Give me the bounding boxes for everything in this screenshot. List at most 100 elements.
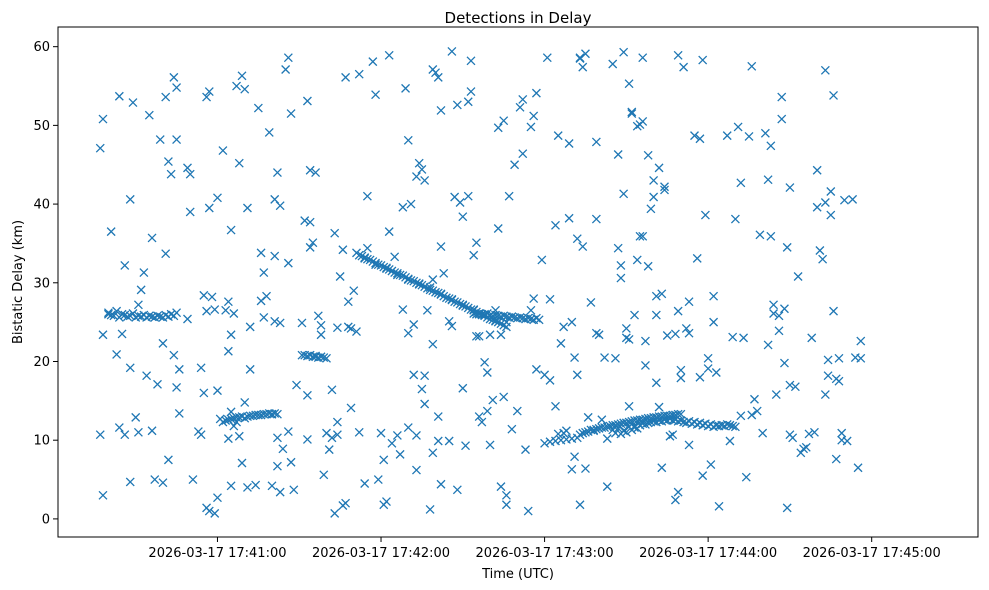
detection-point <box>638 231 648 241</box>
detection-point <box>820 65 830 75</box>
detection-point <box>455 198 465 207</box>
detection-point <box>856 353 866 363</box>
detection-point <box>242 482 252 492</box>
detection-point <box>591 424 601 434</box>
detection-point <box>545 375 555 385</box>
detection-point <box>564 139 574 148</box>
detection-point <box>313 311 323 321</box>
detection-point <box>428 448 438 458</box>
detection-point <box>188 475 198 485</box>
detection-point <box>842 436 852 446</box>
detection-point <box>106 310 116 320</box>
detection-point <box>496 330 506 340</box>
detection-point <box>392 268 402 278</box>
detection-point <box>120 261 130 270</box>
detection-point <box>739 333 749 343</box>
detection-point <box>804 429 814 439</box>
plot-background <box>58 27 978 537</box>
detection-point <box>354 427 364 437</box>
detection-point <box>551 220 560 230</box>
detection-point <box>613 243 623 253</box>
detection-point <box>441 293 451 303</box>
detection-point <box>736 411 746 421</box>
detection-point <box>602 482 612 492</box>
detection-point <box>474 412 484 422</box>
detection-point <box>458 383 468 393</box>
detection-point <box>155 135 165 145</box>
y-tick-label: 50 <box>33 119 50 134</box>
detection-point <box>578 242 588 252</box>
detection-point <box>172 83 182 93</box>
detection-point <box>561 426 571 436</box>
detection-point <box>747 410 757 420</box>
detection-point <box>403 328 413 338</box>
y-tick-label: 60 <box>33 40 50 55</box>
detection-point <box>406 275 416 285</box>
detection-point <box>226 481 236 491</box>
detection-point <box>161 92 171 102</box>
detection-point <box>207 292 217 302</box>
detection-point <box>234 158 244 168</box>
detection-point <box>616 261 626 270</box>
detection-point <box>125 194 135 204</box>
detection-point <box>670 495 680 505</box>
detection-point <box>196 363 206 373</box>
detection-point <box>422 305 432 315</box>
detection-point <box>613 423 623 433</box>
detection-point <box>147 233 157 243</box>
detection-point <box>403 135 413 145</box>
detection-point <box>779 358 789 368</box>
detection-point <box>411 431 421 440</box>
detection-point <box>785 380 795 390</box>
detection-point <box>447 321 457 331</box>
detection-point <box>510 160 520 170</box>
detection-point <box>507 424 517 434</box>
detection-point <box>150 475 160 485</box>
detection-point <box>621 418 631 428</box>
detection-point <box>581 427 590 437</box>
detection-point <box>373 260 383 270</box>
detection-point <box>537 255 547 265</box>
detection-point <box>670 329 680 339</box>
detection-point <box>387 438 397 448</box>
detection-point <box>272 409 282 419</box>
detection-point <box>292 380 301 390</box>
detection-point <box>308 238 318 248</box>
detection-point <box>651 310 661 320</box>
detection-point <box>635 231 645 241</box>
detection-point <box>403 423 413 433</box>
detection-point <box>488 395 498 405</box>
detection-point <box>482 309 492 318</box>
detection-point <box>354 250 364 260</box>
detection-point <box>272 168 282 178</box>
detection-point <box>172 135 182 145</box>
detection-point <box>379 262 389 272</box>
detection-point <box>621 323 631 333</box>
detection-point <box>545 294 555 304</box>
detection-point <box>172 308 182 318</box>
detection-point <box>619 426 629 436</box>
detection-point <box>501 490 511 500</box>
detection-point <box>665 431 675 441</box>
detection-point <box>466 87 476 96</box>
detection-point <box>204 203 214 213</box>
detection-point <box>458 212 468 222</box>
detection-point <box>572 234 582 244</box>
detection-point <box>425 504 435 514</box>
detection-point <box>673 306 683 316</box>
detection-point <box>496 319 506 329</box>
detection-point <box>395 270 405 280</box>
detection-point <box>409 320 419 329</box>
detection-point <box>728 421 738 431</box>
detection-point <box>499 320 509 330</box>
detection-point <box>695 134 705 144</box>
detection-point <box>649 176 659 185</box>
detection-point <box>785 183 795 193</box>
y-tick-label: 30 <box>33 276 50 291</box>
detection-point <box>531 313 541 323</box>
detection-point <box>324 445 334 455</box>
detection-point <box>155 312 165 322</box>
detection-point <box>477 310 487 320</box>
detection-point <box>174 408 184 418</box>
detection-point <box>267 481 277 491</box>
